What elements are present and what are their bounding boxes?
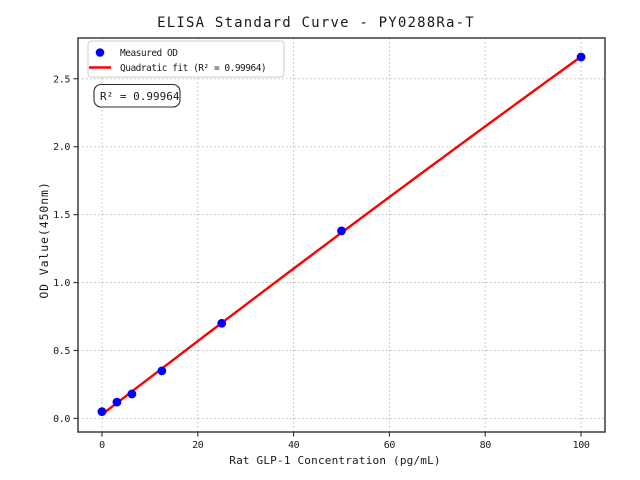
data-point bbox=[217, 318, 227, 328]
legend-label-quadratic-fit: Quadratic fit (R² = 0.99964) bbox=[120, 63, 266, 74]
data-point bbox=[97, 407, 107, 417]
y-tick-label: 1.5 bbox=[53, 210, 70, 221]
r-squared-annotation-text: R² = 0.99964 bbox=[100, 90, 180, 103]
data-point bbox=[337, 226, 346, 236]
x-tick-label: 0 bbox=[99, 440, 105, 451]
y-tick-label: 1.0 bbox=[53, 278, 70, 289]
x-axis-label: Rat GLP-1 Concentration (pg/mL) bbox=[229, 454, 441, 467]
legend-box bbox=[87, 40, 285, 78]
r-squared-annotation: R² = 0.99964 bbox=[93, 83, 181, 108]
legend-scatter-marker-icon bbox=[95, 48, 105, 57]
y-tick-label: 2.5 bbox=[53, 74, 70, 85]
x-tick-label: 40 bbox=[288, 440, 300, 451]
y-tick-label: 2.0 bbox=[53, 142, 70, 153]
legend: Measured OD Quadratic fit (R² = 0.99964) bbox=[87, 40, 285, 78]
x-tick-label: 100 bbox=[573, 440, 590, 451]
plot-border bbox=[77, 37, 606, 433]
x-tick-label: 20 bbox=[192, 440, 204, 451]
plot-area: 0 20 40 60 80 100 0.0 0.5 1.0 1.5 2.0 2.5 bbox=[53, 37, 606, 451]
x-tick-label: 60 bbox=[384, 440, 396, 451]
data-point bbox=[157, 366, 167, 376]
data-point bbox=[576, 52, 586, 62]
chart-title: ELISA Standard Curve - PY0288Ra-T bbox=[157, 15, 475, 31]
fit-line bbox=[100, 55, 583, 416]
y-axis-label: OD Value(450nm) bbox=[37, 181, 51, 298]
x-tick-label: 80 bbox=[480, 440, 492, 451]
y-tick-label: 0.5 bbox=[53, 346, 70, 357]
data-point bbox=[112, 397, 122, 407]
r-squared-annotation-box bbox=[93, 83, 181, 108]
legend-label-measured-od: Measured OD bbox=[120, 48, 178, 59]
data-point bbox=[127, 389, 137, 399]
y-tick-label: 0.0 bbox=[53, 414, 70, 425]
